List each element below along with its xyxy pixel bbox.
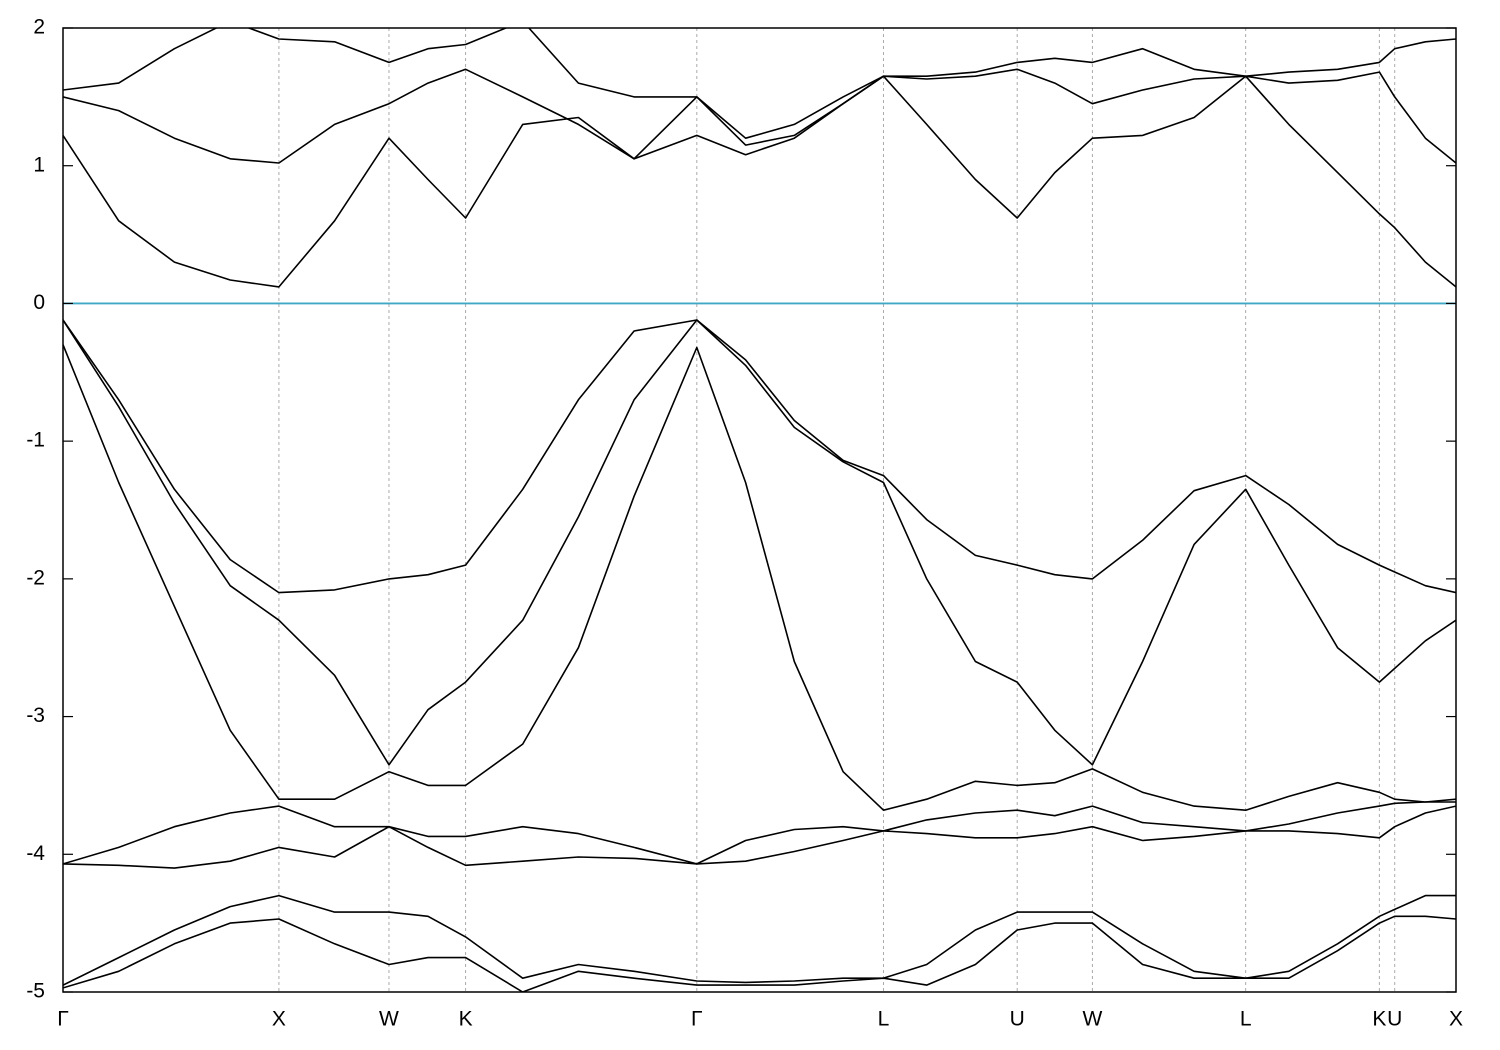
band-line [63,805,1456,869]
x-tick-label: L [878,1008,890,1031]
x-tick-label: W [379,1008,399,1031]
x-tick-label: K [1372,1008,1386,1031]
band-line [63,319,1456,766]
y-tick-label: 0 [33,291,45,314]
band-line [63,319,1456,594]
band-line [63,798,1456,865]
band-line [63,75,1456,288]
y-tick-label: 2 [33,16,45,39]
y-tick-label: -5 [26,980,45,1003]
y-tick-label: -2 [26,566,45,589]
x-tick-label: Γ [691,1008,703,1031]
plot-frame [62,27,1457,993]
x-tick-label: L [1240,1008,1252,1031]
band-line [63,28,1456,139]
band-line [63,68,1456,164]
band-line [63,894,1456,986]
x-tick-label: U [1387,1008,1402,1031]
y-tick-label: -3 [26,704,45,727]
x-tick-label: U [1010,1008,1025,1031]
bands [63,28,1456,992]
x-tick-label: W [1083,1008,1103,1031]
x-tick-label: K [459,1008,473,1031]
grid [62,28,1457,992]
y-tick-label: 1 [33,153,45,176]
y-tick-label: -1 [26,429,45,452]
band-line [63,915,1456,992]
band-line [63,344,1456,811]
y-tick-label: -4 [26,842,45,865]
x-tick-label: Γ [57,1008,69,1031]
x-tick-label: X [272,1008,286,1031]
x-tick-label: X [1449,1008,1463,1031]
